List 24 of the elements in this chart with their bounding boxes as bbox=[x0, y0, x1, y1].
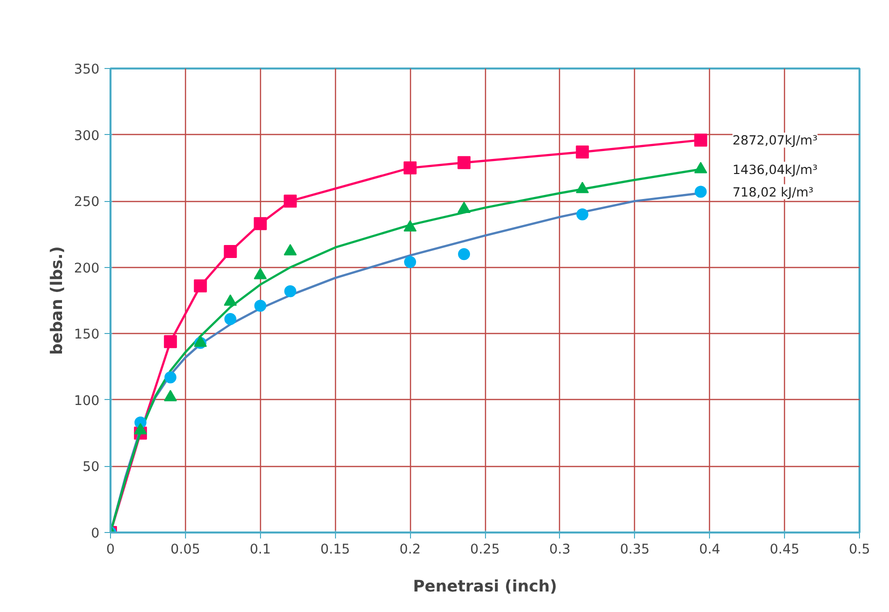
y-tick-label: 200 bbox=[74, 261, 100, 276]
y-tick-label: 0 bbox=[91, 526, 100, 542]
x-tick-label: 0.1 bbox=[250, 542, 271, 558]
x-tick-label: 0.4 bbox=[699, 542, 720, 558]
x-tick-label: 0 bbox=[106, 542, 115, 558]
y-tick-label: 250 bbox=[74, 195, 100, 210]
y-axis-title: beban (lbs.) bbox=[47, 246, 66, 355]
x-tick-label: 0.45 bbox=[770, 542, 800, 558]
text: 2872,07kJ/m³ bbox=[732, 132, 818, 148]
y-tick-label: 100 bbox=[74, 394, 100, 409]
x-tick-label: 0.2 bbox=[400, 542, 421, 558]
text: 1436,04kJ/m³ bbox=[732, 162, 818, 177]
y-tick-label: 50 bbox=[82, 460, 100, 476]
x-tick-label: 0.15 bbox=[320, 542, 350, 558]
x-tick-label: 0.05 bbox=[170, 542, 200, 558]
y-tick-label: 150 bbox=[74, 328, 100, 343]
x-axis-title: Penetrasi (inch) bbox=[412, 576, 558, 596]
text: 718,02 kJ/m³ bbox=[732, 184, 814, 200]
y-tick-label: 300 bbox=[74, 128, 100, 144]
x-tick-label: 0.3 bbox=[549, 542, 571, 558]
x-tick-label: 0.35 bbox=[620, 542, 650, 558]
x-tick-label: 0.25 bbox=[470, 542, 500, 558]
x-tick-label: 0.5 bbox=[848, 542, 870, 558]
y-tick-label: 350 bbox=[74, 62, 100, 78]
